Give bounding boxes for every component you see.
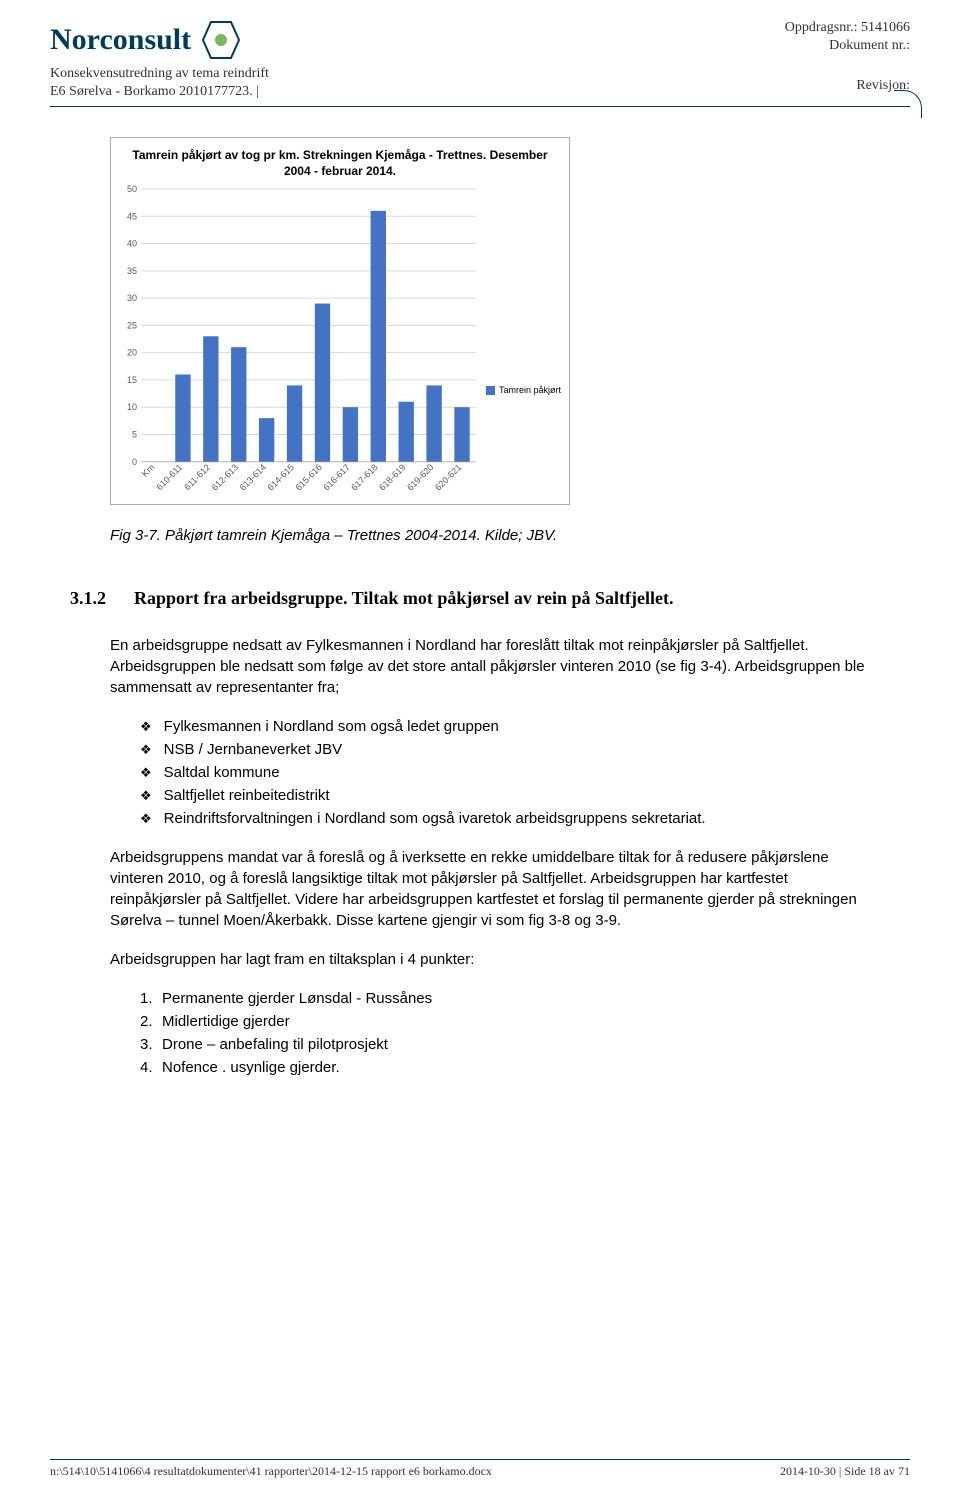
logo: Norconsult <box>50 20 785 60</box>
chart-container: Tamrein påkjørt av tog pr km. Strekninge… <box>110 137 570 505</box>
list-item: 4.Nofence . usynlige gjerder. <box>140 1057 880 1078</box>
list-item: 3.Drone – anbefaling til pilotprosjekt <box>140 1034 880 1055</box>
legend-swatch <box>486 386 495 395</box>
svg-text:Km: Km <box>140 462 157 479</box>
svg-text:620-621: 620-621 <box>433 462 463 492</box>
section-title: Rapport fra arbeidsgruppe. Tiltak mot på… <box>134 586 674 611</box>
svg-text:50: 50 <box>127 185 137 194</box>
svg-text:25: 25 <box>127 321 137 331</box>
header-meta: Oppdragsnr.: 5141066 Dokument nr.: Revis… <box>785 20 910 96</box>
footer-rule <box>50 1459 910 1460</box>
footer: n:\514\10\5141066\4 resultatdokumenter\4… <box>50 1459 910 1479</box>
header-subtitle-2: E6 Sørelva - Borkamo 2010177723. | <box>50 84 785 100</box>
svg-text:610-611: 610-611 <box>154 462 184 492</box>
svg-text:615-616: 615-616 <box>293 462 323 492</box>
svg-text:619-620: 619-620 <box>405 462 435 492</box>
bar-chart: 0 5 10 15 20 25 30 35 40 45 50 Km610-611611-612612-… <box>119 185 480 496</box>
list-item: Saltdal kommune <box>140 762 880 783</box>
paragraph-3: Arbeidsgruppen har lagt fram en tiltaksp… <box>110 949 880 970</box>
svg-text:613-614: 613-614 <box>238 462 268 492</box>
logo-text: Norconsult <box>50 23 191 57</box>
list-item: Reindriftsforvaltningen i Nordland som o… <box>140 808 880 829</box>
oppdragsnr: Oppdragsnr.: 5141066 <box>785 20 910 36</box>
svg-text:618-619: 618-619 <box>377 462 407 492</box>
svg-text:30: 30 <box>127 293 137 303</box>
dokumentnr: Dokument nr.: <box>785 38 910 54</box>
revisjon: Revisjon: <box>785 78 910 94</box>
paragraph-1: En arbeidsgruppe nedsatt av Fylkesmannen… <box>110 635 880 698</box>
svg-text:20: 20 <box>127 348 137 358</box>
svg-text:10: 10 <box>127 402 137 412</box>
svg-text:617-618: 617-618 <box>349 462 379 492</box>
chart-title: Tamrein påkjørt av tog pr km. Strekninge… <box>119 148 561 179</box>
legend-label: Tamrein påkjørt <box>499 384 561 397</box>
numbered-list: 1.Permanente gjerder Lønsdal - Russånes2… <box>110 988 880 1078</box>
list-item: 2.Midlertidige gjerder <box>140 1011 880 1032</box>
svg-text:40: 40 <box>127 239 137 249</box>
svg-text:0: 0 <box>132 457 137 467</box>
bullet-list: Fylkesmannen i Nordland som også ledet g… <box>110 716 880 829</box>
footer-right: 2014-10-30 | Side 18 av 71 <box>780 1464 910 1479</box>
chart-legend: Tamrein påkjørt <box>486 285 561 496</box>
svg-text:45: 45 <box>127 211 137 221</box>
svg-text:5: 5 <box>132 430 137 440</box>
list-item: NSB / Jernbaneverket JBV <box>140 739 880 760</box>
header-subtitle-1: Konsekvensutredning av tema reindrift <box>50 66 785 82</box>
svg-text:35: 35 <box>127 266 137 276</box>
footer-left: n:\514\10\5141066\4 resultatdokumenter\4… <box>50 1464 492 1479</box>
section-number: 3.1.2 <box>70 586 106 611</box>
paragraph-2: Arbeidsgruppens mandat var å foreslå og … <box>110 847 880 931</box>
svg-text:616-617: 616-617 <box>321 462 351 492</box>
figure-caption: Fig 3-7. Påkjørt tamrein Kjemåga – Trett… <box>110 525 880 546</box>
svg-text:614-615: 614-615 <box>266 462 296 492</box>
svg-text:612-613: 612-613 <box>210 462 240 492</box>
list-item: 1.Permanente gjerder Lønsdal - Russånes <box>140 988 880 1009</box>
corner-decoration <box>894 90 922 118</box>
section-heading: 3.1.2 Rapport fra arbeidsgruppe. Tiltak … <box>70 586 880 611</box>
list-item: Saltfjellet reinbeitedistrikt <box>140 785 880 806</box>
svg-text:15: 15 <box>127 375 137 385</box>
list-item: Fylkesmannen i Nordland som også ledet g… <box>140 716 880 737</box>
logo-mark-icon <box>201 20 241 60</box>
svg-text:611-612: 611-612 <box>182 462 212 492</box>
